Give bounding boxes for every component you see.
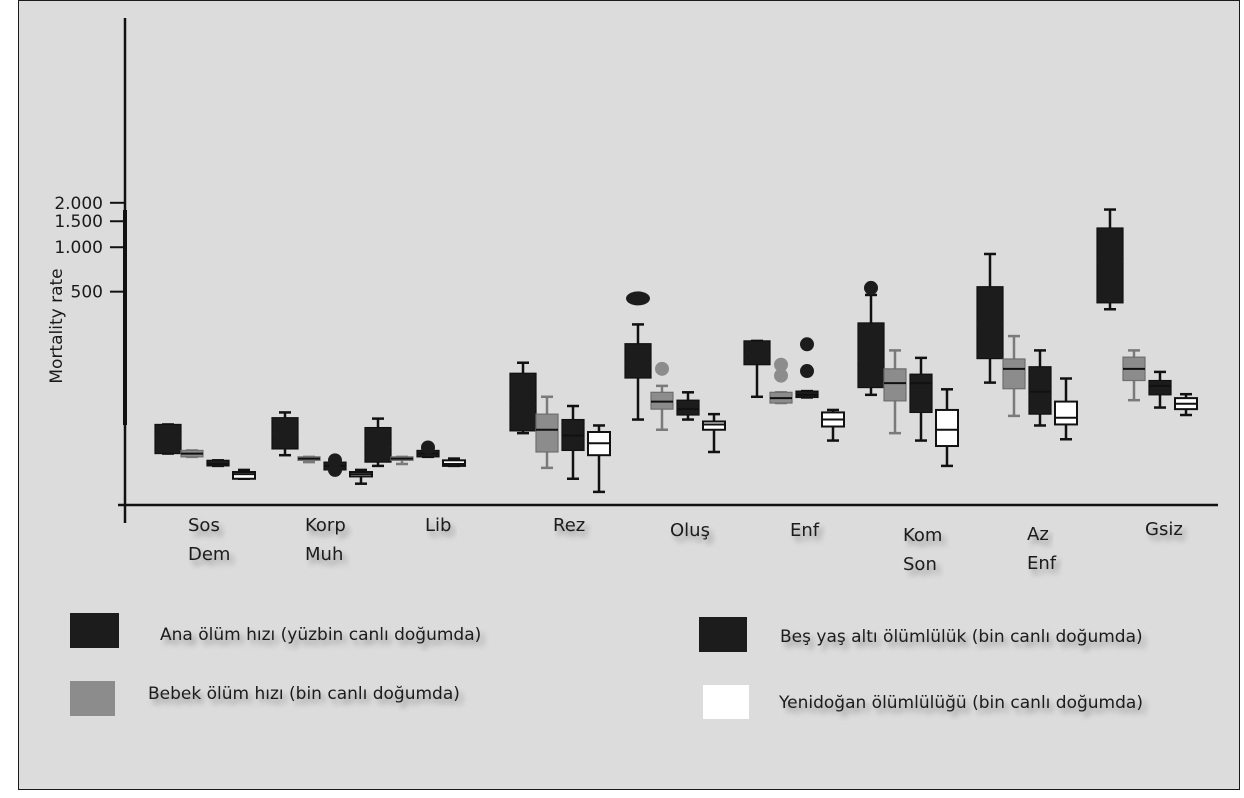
box-korp-s2 — [323, 453, 347, 477]
box-rez-s0 — [509, 361, 537, 435]
box-kom-s2 — [909, 356, 933, 442]
box-olus-s3 — [702, 412, 726, 454]
box-kom-s3 — [935, 388, 959, 468]
box-series — [154, 208, 1198, 494]
box-iqr — [743, 340, 771, 366]
outlier-point — [421, 440, 435, 455]
box-iqr — [364, 426, 392, 463]
box-sos-s0 — [154, 423, 182, 455]
box-az-s3 — [1054, 377, 1078, 441]
legend-swatch-yenidogan — [703, 685, 749, 719]
box-gsiz-s1 — [1122, 349, 1146, 402]
box-iqr — [1002, 358, 1026, 390]
category-label-kom: Son — [903, 554, 937, 575]
box-sos-s2 — [206, 459, 230, 468]
box-olus-s0 — [624, 291, 652, 421]
legend-label-bes: Beş yaş altı ölümlülük (bin canlı doğumd… — [780, 627, 1143, 647]
y-tick-label: 2.000 — [54, 194, 103, 214]
legend: Ana ölüm hızı (yüzbin canlı doğumda) Beş… — [70, 613, 1143, 719]
box-korp-s3 — [349, 468, 373, 485]
box-sos-s1 — [180, 449, 204, 459]
box-iqr — [1148, 379, 1172, 396]
box-lib-s3 — [442, 457, 466, 468]
box-iqr — [1028, 366, 1052, 415]
box-rez-s2 — [561, 404, 585, 481]
box-iqr — [702, 420, 726, 431]
y-tick-label: 1.500 — [54, 212, 103, 232]
legend-swatch-bebek — [70, 681, 115, 716]
outlier-point — [328, 462, 342, 477]
box-iqr — [509, 372, 537, 432]
category-label-korp: Korp — [305, 515, 346, 536]
category-label-enf: Enf — [790, 520, 820, 541]
outlier-point — [328, 453, 342, 468]
axes — [118, 18, 1218, 523]
outlier-point — [774, 368, 788, 383]
y-tick-label: 500 — [71, 283, 103, 303]
box-iqr — [535, 413, 559, 453]
box-rez-s1 — [535, 395, 559, 470]
box-iqr — [1096, 227, 1124, 304]
box-iqr — [232, 471, 256, 480]
box-iqr — [676, 399, 700, 416]
category-label-lib: Lib — [425, 515, 451, 536]
box-iqr — [857, 322, 885, 389]
box-iqr — [1054, 400, 1078, 426]
category-label-olus: Oluş — [670, 520, 710, 541]
box-iqr — [909, 373, 933, 414]
outlier-point — [774, 357, 788, 372]
category-label-kom: Kom — [903, 525, 942, 546]
box-lib-s2 — [416, 440, 440, 459]
box-lib-s1 — [390, 455, 414, 466]
box-enf-s3 — [821, 408, 845, 442]
box-olus-s1 — [650, 361, 674, 432]
box-gsiz-s3 — [1174, 392, 1198, 417]
box-lib-s0 — [364, 417, 392, 468]
box-olus-s2 — [676, 391, 700, 421]
outlier-point — [864, 280, 878, 295]
box-kom-s1 — [883, 349, 907, 435]
box-enf-s2 — [795, 337, 819, 399]
outlier-point — [800, 337, 814, 352]
box-az-s1 — [1002, 334, 1026, 418]
box-rez-s3 — [587, 424, 611, 494]
category-labels: Sos Dem Korp Muh Lib Rez Oluş Enf Kom Son Az Enf Gsi… — [188, 515, 1183, 575]
outlier-point — [655, 361, 669, 376]
box-gsiz-s2 — [1148, 370, 1172, 409]
box-iqr — [935, 408, 959, 448]
outlier-point — [800, 364, 814, 379]
box-iqr — [154, 423, 182, 455]
box-kom-s0 — [857, 280, 885, 397]
category-label-sos: Sos — [188, 515, 220, 536]
legend-swatch-bes — [699, 617, 747, 652]
category-label-az: Enf — [1027, 553, 1057, 574]
box-az-s2 — [1028, 349, 1052, 427]
category-label-korp: Muh — [305, 544, 343, 565]
category-label-rez: Rez — [553, 515, 585, 536]
category-label-az: Az — [1027, 524, 1049, 545]
y-axis-label: Mortality rate — [47, 268, 67, 383]
legend-label-ana: Ana ölüm hızı (yüzbin canlı doğumda) — [160, 625, 481, 645]
legend-swatch-ana — [70, 613, 119, 648]
box-korp-s1 — [297, 455, 321, 464]
legend-label-yenidogan: Yenidoğan ölümlülüğü (bin canlı doğumda) — [778, 693, 1143, 713]
box-az-s0 — [976, 252, 1004, 384]
box-korp-s0 — [271, 411, 299, 457]
box-iqr — [624, 343, 652, 379]
box-gsiz-s0 — [1096, 208, 1124, 311]
y-tick-label: 1.000 — [54, 238, 103, 258]
box-enf-s1 — [769, 357, 793, 405]
category-label-gsiz: Gsiz — [1145, 519, 1183, 540]
box-iqr — [883, 368, 907, 402]
box-sos-s3 — [232, 468, 256, 481]
legend-label-bebek: Bebek ölüm hızı (bin canlı doğumda) — [148, 684, 460, 704]
box-iqr — [976, 286, 1004, 360]
category-label-sos: Dem — [188, 544, 230, 565]
outlier-point — [626, 291, 650, 306]
box-enf-s0 — [743, 339, 771, 399]
